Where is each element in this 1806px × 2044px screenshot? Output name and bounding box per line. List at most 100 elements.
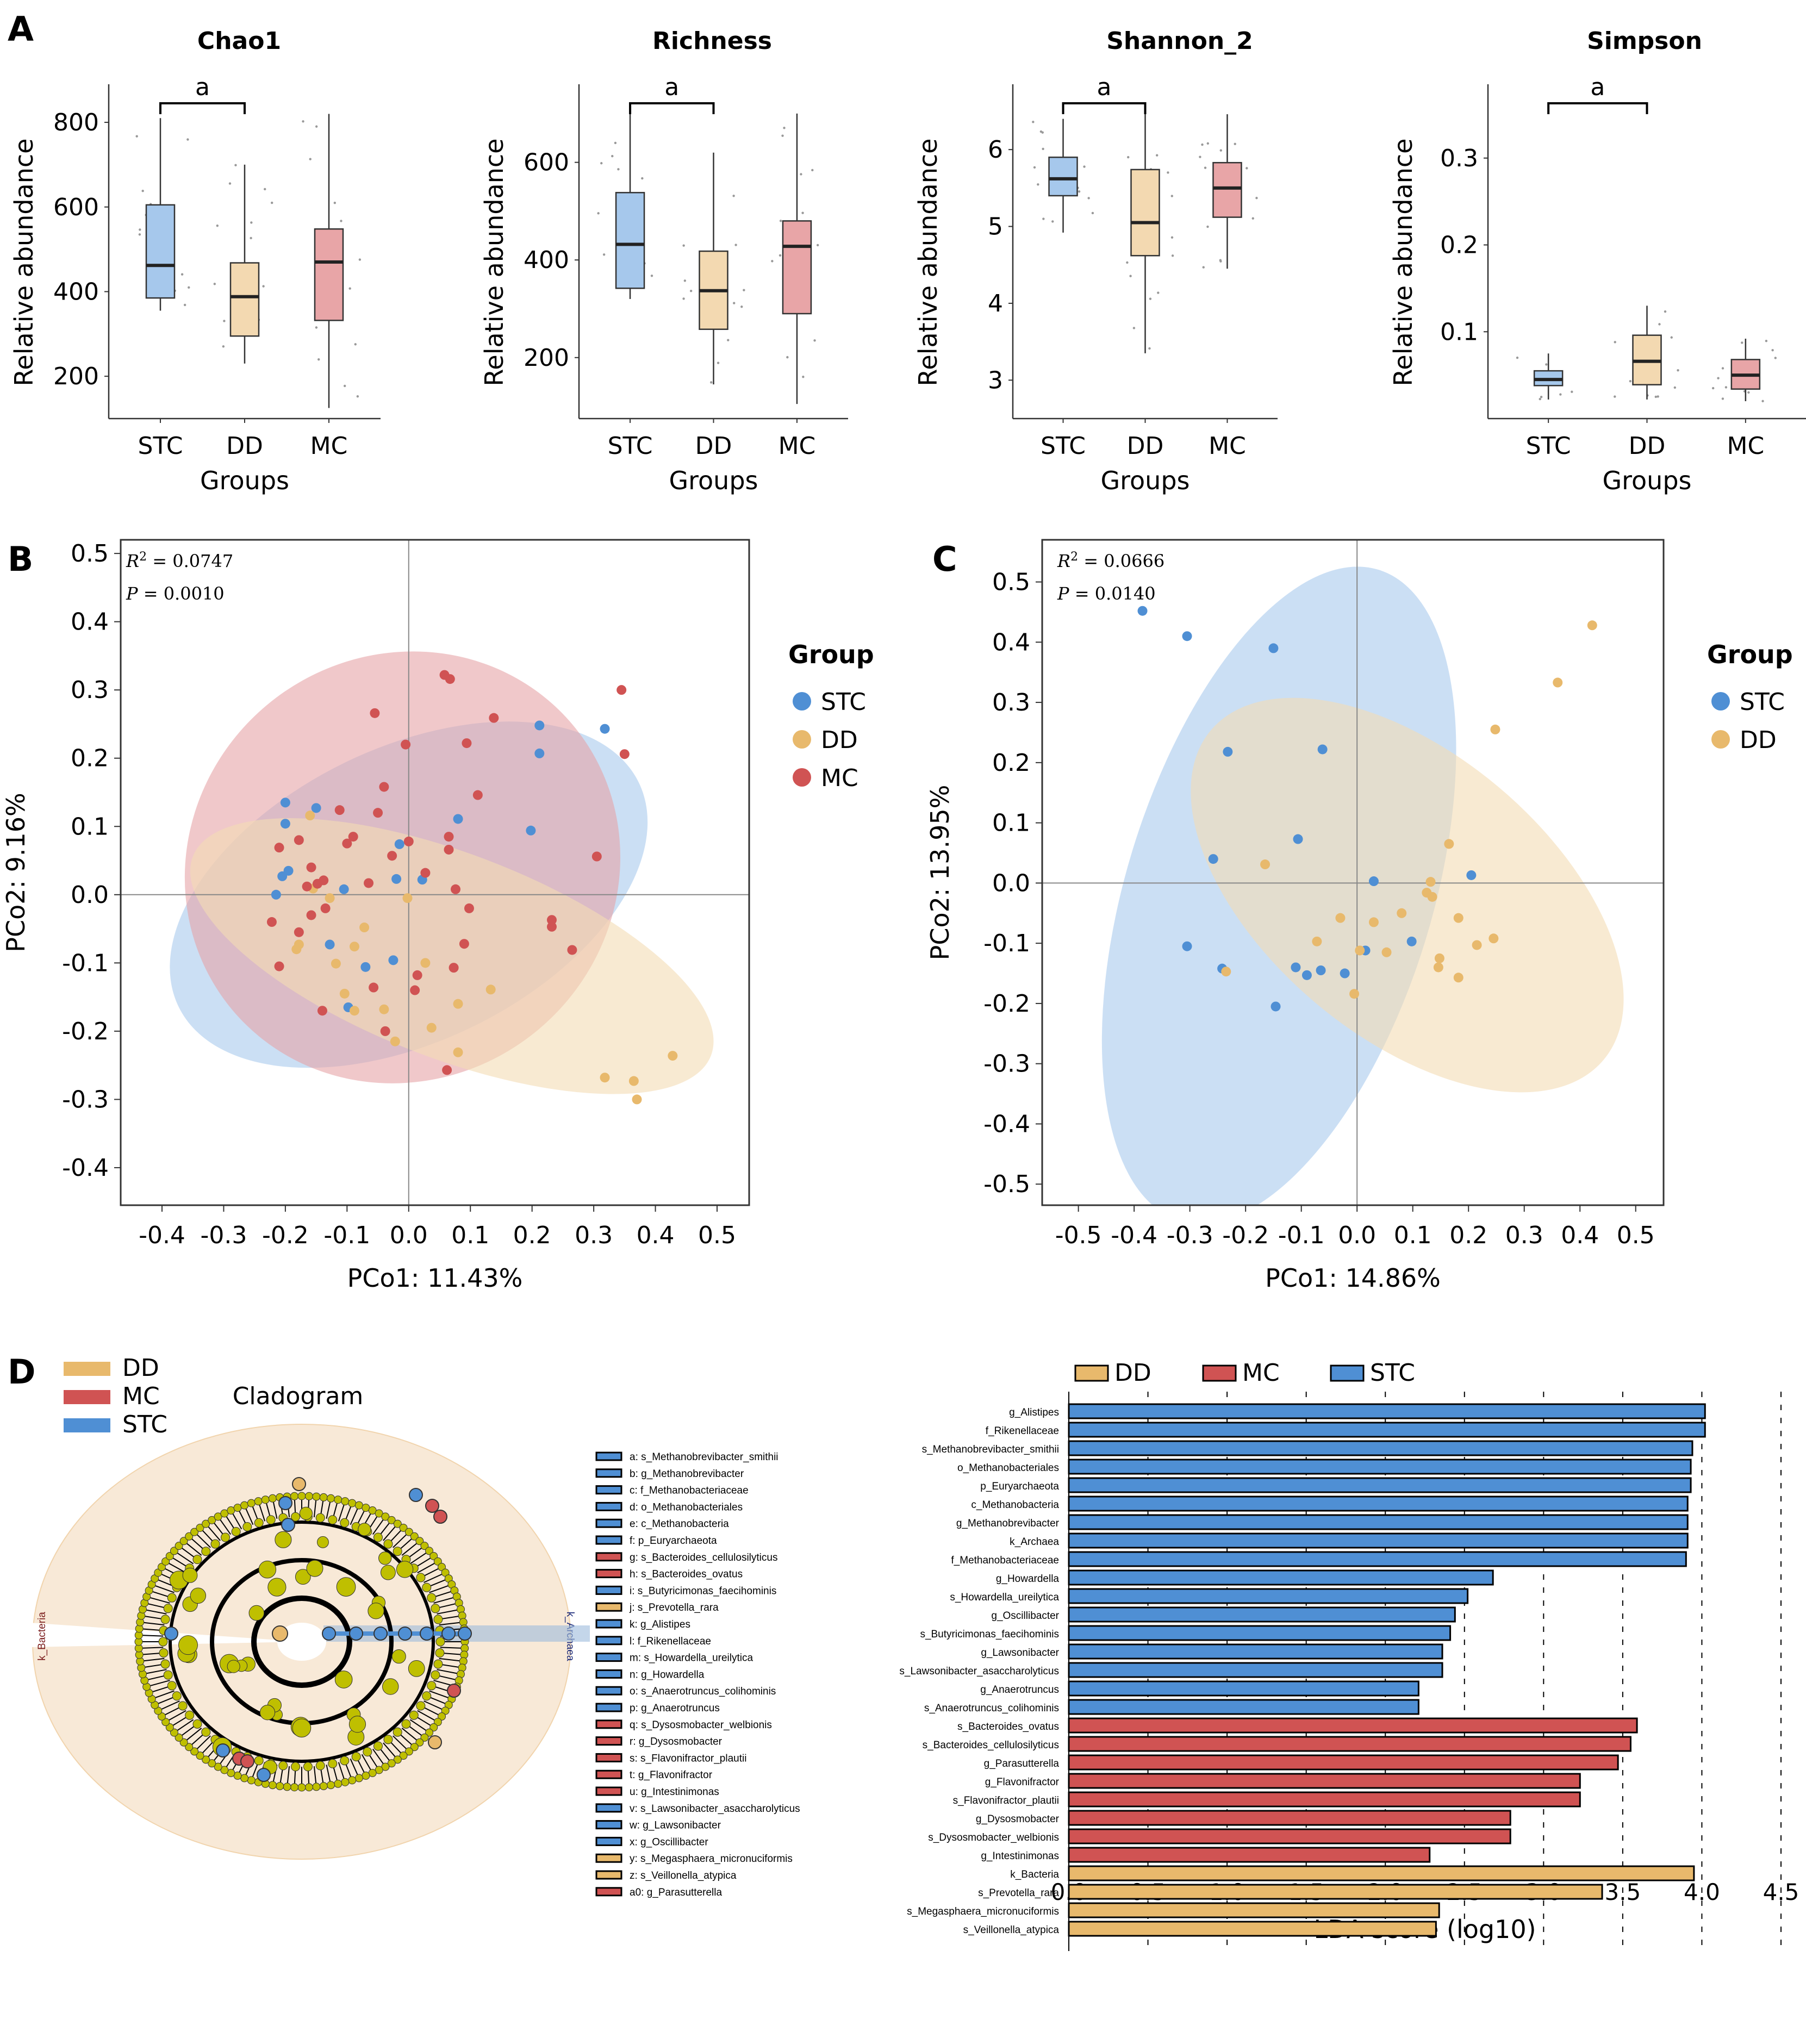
y-tick-label: 0.3 <box>992 689 1030 716</box>
panel-label-a: A <box>8 9 34 49</box>
key-swatch-mc <box>595 1786 622 1796</box>
jitter-point <box>1199 155 1201 158</box>
lda-bar-mc <box>1068 1717 1638 1734</box>
jitter-point <box>1170 236 1174 239</box>
point-stc <box>277 871 288 881</box>
x-axis-title: Groups <box>1602 466 1691 495</box>
point-dd <box>1312 936 1322 946</box>
point-mc <box>302 881 312 892</box>
jitter-point <box>1041 131 1044 134</box>
y-tick-label: 0.4 <box>71 608 109 636</box>
key-swatch-mc <box>595 1887 622 1897</box>
taxon-node-stc <box>278 1496 292 1510</box>
taxon-node-stc <box>458 1627 472 1641</box>
y-tick-label: 0.5 <box>992 569 1030 596</box>
point-stc <box>1301 970 1312 980</box>
y-tick-label: 0.2 <box>71 745 109 772</box>
taxon-node <box>401 1719 411 1729</box>
taxon-node <box>393 1755 402 1764</box>
jitter-point <box>811 169 814 172</box>
point-stc <box>1316 965 1326 975</box>
jitter-point <box>771 260 774 263</box>
lda-bar-label: g_Dysosmobacter <box>976 1814 1060 1825</box>
jitter-point <box>1673 386 1677 389</box>
taxon-node <box>278 1761 288 1771</box>
taxon-node <box>254 1756 264 1766</box>
taxon-node <box>190 1747 199 1756</box>
jitter-point <box>1042 147 1044 151</box>
taxon-node-stc <box>257 1768 271 1782</box>
taxon-node <box>375 1509 383 1518</box>
jitter-point <box>650 275 653 277</box>
taxon-node <box>415 1738 424 1747</box>
taxon-node <box>196 1523 204 1532</box>
point-mc <box>472 790 483 800</box>
pcoa-plot-b: -0.4 -0.3 -0.2 -0.1 0.0 0.1 0.2 0.3 0.4 0.5 -0.4 -0… <box>1 539 874 1293</box>
lda-bar-label: s_Butyricimonas_faecihominis <box>920 1629 1059 1640</box>
taxon-node <box>295 1569 311 1585</box>
jitter-point <box>614 141 617 145</box>
taxon-node <box>429 1723 438 1732</box>
taxon-node <box>167 1593 177 1603</box>
jitter-point <box>801 211 804 214</box>
key-entry: w: g_Lawsonibacter <box>629 1820 721 1831</box>
taxon-node <box>170 1728 178 1737</box>
plot-area <box>1042 540 1664 1205</box>
point-dd <box>1425 877 1436 887</box>
point-dd <box>485 984 496 995</box>
key-swatch-stc <box>595 1703 622 1712</box>
jitter-point <box>1747 391 1750 394</box>
box-dd <box>229 262 260 337</box>
jitter-point <box>1206 225 1209 228</box>
jitter-point <box>317 358 320 361</box>
taxon-node <box>354 1501 363 1510</box>
key-swatch-stc <box>595 1686 622 1696</box>
point-mc <box>401 739 411 750</box>
taxon-node-stc <box>281 1518 295 1532</box>
lda-bar-stc <box>1068 1551 1687 1567</box>
boxplot-title: Chao1 <box>197 27 281 55</box>
taxon-node <box>362 1771 370 1780</box>
point-mc <box>342 838 352 849</box>
jitter-point <box>1219 259 1222 261</box>
taxon-node-dd <box>292 1477 306 1491</box>
taxon-node <box>427 1681 437 1691</box>
cladogram-title: Cladogram <box>233 1382 364 1410</box>
x-tick-label: -0.5 <box>1055 1222 1102 1249</box>
jitter-point <box>1741 341 1743 344</box>
lda-bar-label: s_Flavonifractor_plautii <box>953 1795 1059 1806</box>
point-dd <box>1427 892 1437 902</box>
x-tick-label: -0.1 <box>1278 1222 1325 1249</box>
key-swatch-stc <box>595 1669 622 1679</box>
y-tick-label: -0.5 <box>983 1170 1030 1198</box>
taxon-node <box>381 1512 390 1521</box>
taxon-node <box>179 1738 188 1747</box>
point-mc <box>370 708 380 718</box>
jitter-point <box>779 254 782 257</box>
lda-bar-label: g_Intestinimonas <box>981 1850 1059 1862</box>
jitter-point <box>717 362 720 364</box>
jitter-point <box>743 289 745 291</box>
taxon-node <box>157 1563 166 1572</box>
point-mc <box>462 738 472 749</box>
point-dd <box>426 1023 437 1033</box>
key-entry: n: g_Howardella <box>630 1669 705 1680</box>
lda-bar-label: f_Rikenellaceae <box>986 1425 1059 1437</box>
jitter-point <box>250 221 253 224</box>
jitter-point <box>1571 390 1573 393</box>
taxon-node-stc <box>441 1627 456 1641</box>
jitter-point <box>1171 254 1174 257</box>
y-axis-title: Relative abundance <box>9 139 39 387</box>
point-dd <box>1355 945 1365 956</box>
confidence-ellipse-dd <box>190 818 714 1094</box>
taxon-node <box>328 1515 338 1525</box>
lda-bar-label: p_Euryarchaeota <box>980 1481 1059 1492</box>
jitter-point <box>135 135 138 138</box>
taxon-node-dd <box>428 1735 442 1749</box>
jitter-point <box>186 138 189 141</box>
point-stc <box>1406 936 1417 946</box>
lda-bar-dd <box>1068 1902 1440 1918</box>
point-dd <box>1553 677 1563 688</box>
y-tick-label: -0.4 <box>62 1154 109 1182</box>
point-dd <box>453 999 463 1009</box>
